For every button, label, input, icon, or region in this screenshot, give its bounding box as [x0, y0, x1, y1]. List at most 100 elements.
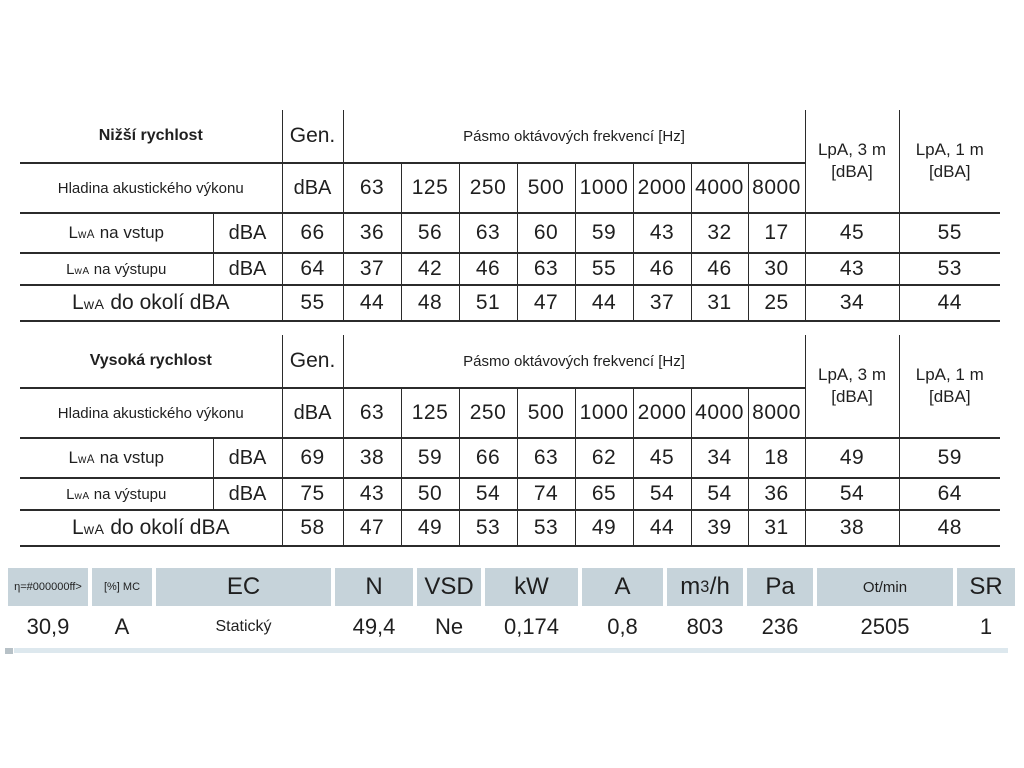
high-speed-lwa-na-vstup-row: LwA na vstup dBA 69 38 59 66 63 62 45 34 18 49 59	[20, 438, 1001, 479]
table-title: Nižší rychlost	[20, 110, 282, 164]
band-value: 17	[747, 213, 805, 254]
m3h-subscript: 3	[700, 577, 710, 596]
band-value: 66	[458, 438, 518, 479]
spec-header-pa: Pa	[747, 568, 813, 606]
lpa-1m-value: 64	[898, 478, 1001, 511]
high-speed-header-row-1: Vysoká rychlost Gen. Pásmo oktávových frek…	[20, 335, 1001, 439]
frequency-header: 500	[516, 163, 575, 214]
high-speed-lwa-do-okoli-row: LwA do okolí dBA 58 47 49 53 53 49 44 39 31 38 48	[20, 510, 1001, 547]
frequency-header: 125	[400, 388, 460, 439]
band-value: 53	[516, 510, 576, 547]
table-title: Vysoká rychlost	[20, 335, 283, 389]
band-value: 42	[400, 253, 459, 286]
band-value: 49	[400, 510, 460, 547]
sound-power-label: Hladina akustického výkonu	[20, 388, 283, 439]
lpa-1m-header: LpA, 1 m [dBA]	[898, 335, 1001, 439]
band-value: 37	[632, 285, 691, 322]
band-value: 53	[458, 510, 518, 547]
unit-header: dBA	[281, 163, 343, 214]
lower-speed-acoustic-table: Nižší rychlost Gen. Pásmo oktávových frekv…	[20, 110, 1000, 322]
band-value: 18	[747, 438, 806, 479]
band-value: 63	[516, 438, 576, 479]
band-value: 47	[342, 510, 402, 547]
lpa-3m-header: LpA, 3 m [dBA]	[804, 335, 900, 439]
band-value: 59	[574, 213, 633, 254]
lpa-3m-value: 49	[804, 438, 900, 479]
high-speed-acoustic-table: Vysoká rychlost Gen. Pásmo oktávových frek…	[20, 335, 1001, 547]
band-value: 54	[690, 478, 749, 511]
gen-value: 66	[281, 213, 343, 254]
band-value: 46	[632, 253, 691, 286]
band-value: 60	[516, 213, 575, 254]
band-value: 62	[574, 438, 634, 479]
lpa-3m-header: LpA, 3 m [dBA]	[804, 110, 899, 214]
frequency-header: 2000	[632, 388, 692, 439]
spec-header-ec: EC	[156, 568, 331, 606]
row-label: LwA do okolí dBA	[20, 285, 282, 322]
high-speed-lwa-na-vystupu-row: LwA na výstupu dBA 75 43 50 54 74 65 54 54 36 54 64	[20, 478, 1001, 511]
octave-band-header: Pásmo oktávových frekvencí [Hz]	[342, 335, 806, 389]
band-value: 47	[516, 285, 575, 322]
row-label: LwA na vstup	[20, 438, 213, 479]
spec-header-mc: [%] MC	[92, 568, 152, 606]
frequency-header: 250	[458, 163, 517, 214]
row-label: LwA na vstup	[20, 213, 213, 254]
band-value: 30	[747, 253, 805, 286]
band-value: 37	[342, 253, 401, 286]
spec-header-ot-min: Ot/min	[817, 568, 953, 606]
band-value: 50	[400, 478, 460, 511]
spec-header-m3h: m 3/h	[667, 568, 743, 606]
gen-column-header: Gen.	[281, 335, 344, 389]
band-value: 63	[458, 213, 517, 254]
spec-header-n: N	[335, 568, 413, 606]
frequency-header: 8000	[747, 163, 805, 214]
gen-value: 64	[281, 253, 343, 286]
band-value: 55	[574, 253, 633, 286]
frequency-header: 500	[516, 388, 576, 439]
frequency-header: 4000	[690, 388, 749, 439]
band-value: 49	[574, 510, 634, 547]
lower-speed-header-row-1: Nižší rychlost Gen. Pásmo oktávových frekv…	[20, 110, 1000, 214]
row-label: LwA na výstupu	[20, 478, 213, 511]
band-value: 56	[400, 213, 459, 254]
lpa-3m-value: 38	[804, 510, 900, 547]
spec-value-mc: A	[92, 606, 152, 647]
row-unit: dBA	[212, 213, 282, 254]
lower-speed-lwa-na-vystupu-row: LwA na výstupu dBA 64 37 42 46 63 55 46 46 30 43 53	[20, 253, 1000, 286]
band-value: 43	[342, 478, 402, 511]
spec-header-eta: η=#000000ff>	[8, 568, 88, 606]
spec-header-vsd: VSD	[417, 568, 481, 606]
unit-header: dBA	[281, 388, 344, 439]
gen-value: 55	[281, 285, 343, 322]
spec-header-a: A	[582, 568, 663, 606]
lpa-1m-value: 53	[898, 253, 1000, 286]
frequency-header: 1000	[574, 163, 633, 214]
band-value: 48	[400, 285, 459, 322]
lwa-subscript: wA	[83, 522, 105, 538]
lpa-1m-value: 44	[898, 285, 1000, 322]
frequency-header: 2000	[632, 163, 691, 214]
band-value: 32	[690, 213, 748, 254]
lpa-3m-value: 34	[804, 285, 899, 322]
lpa-1m-value: 59	[898, 438, 1001, 479]
band-value: 31	[747, 510, 806, 547]
spec-value-m3h: 803	[667, 606, 743, 647]
band-value: 54	[458, 478, 518, 511]
spec-header-kw: kW	[485, 568, 578, 606]
gen-value: 75	[281, 478, 344, 511]
lwa-subscript: wA	[74, 490, 90, 502]
lpa-3m-value: 45	[804, 213, 899, 254]
frequency-header: 63	[342, 163, 401, 214]
frequency-header: 4000	[690, 163, 748, 214]
lpa-1m-value: 48	[898, 510, 1001, 547]
band-value: 36	[342, 213, 401, 254]
high-speed-header-row-2: Hladina akustického výkonu dBA 63 125 250 500…	[20, 388, 1000, 439]
frequency-header: 63	[342, 388, 402, 439]
lower-speed-header-row-2: Hladina akustického výkonu dBA 63 125 250 500…	[20, 163, 1000, 214]
band-value: 44	[574, 285, 633, 322]
spec-value-kw: 0,174	[485, 606, 578, 647]
spec-value-eta: 30,9	[8, 606, 88, 647]
spec-value-n: 49,4	[335, 606, 413, 647]
